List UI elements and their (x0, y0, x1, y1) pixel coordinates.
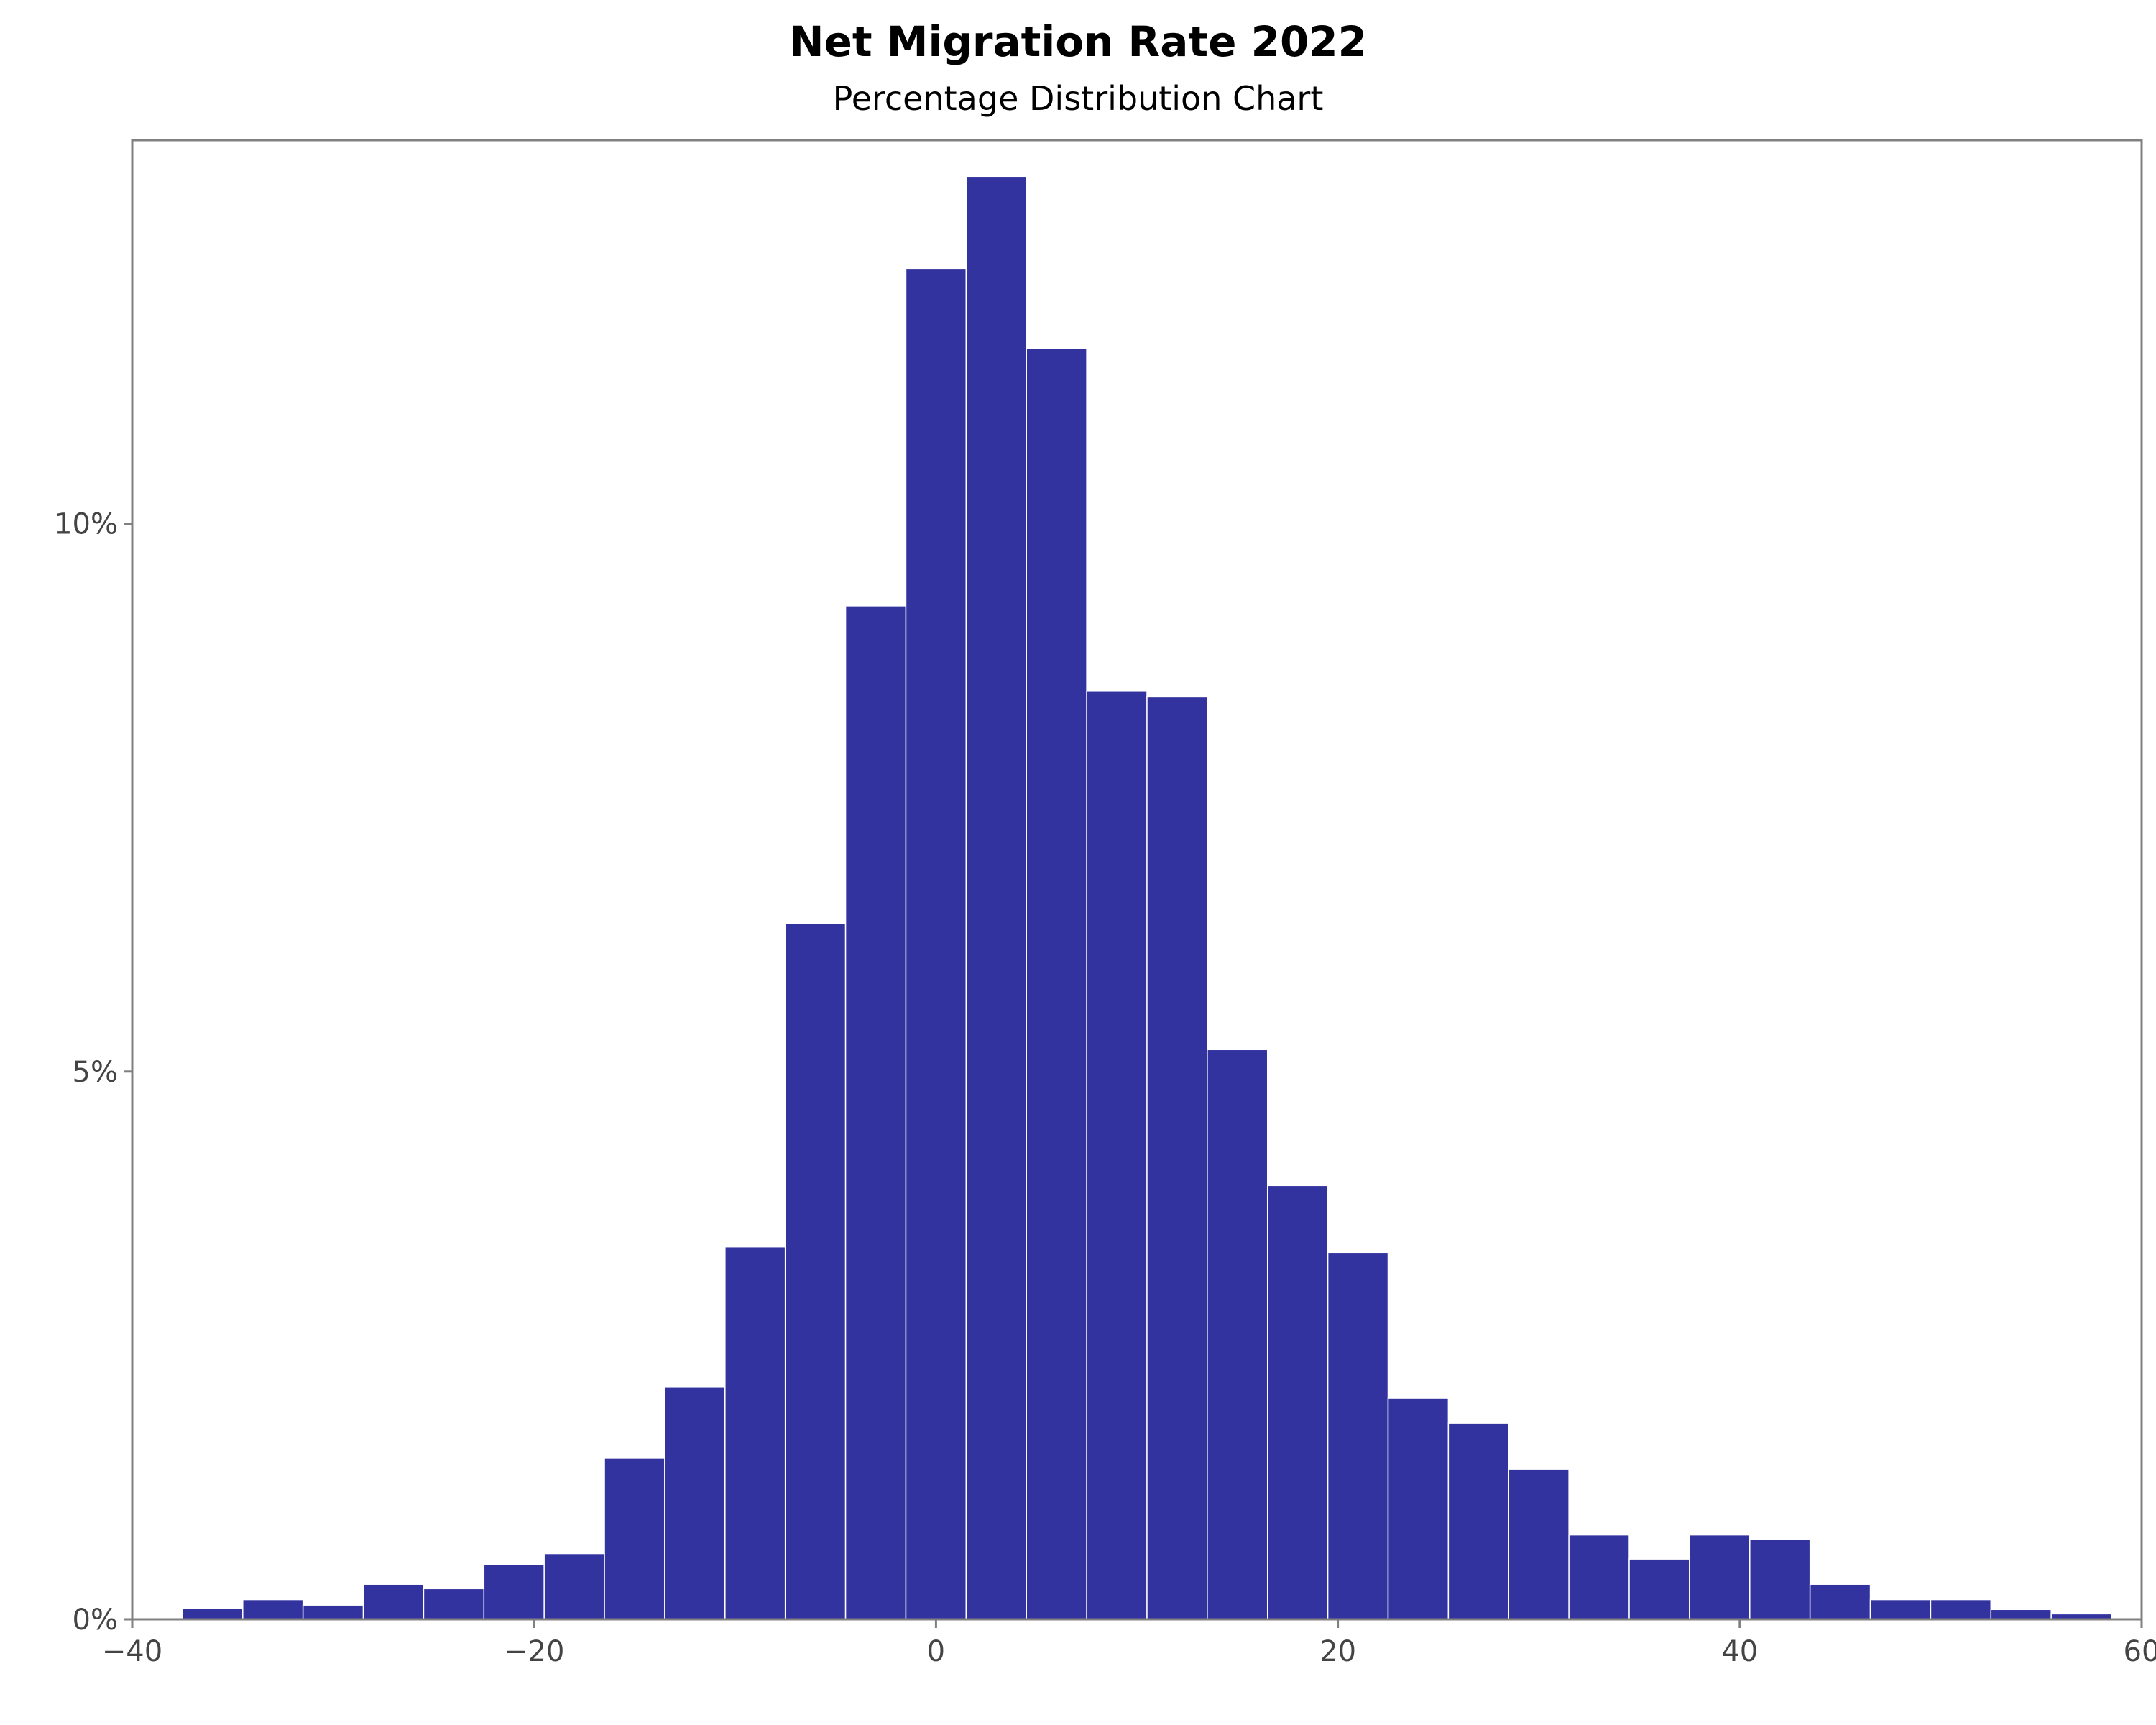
x-tick-label-3: 20 (1319, 1635, 1356, 1668)
histogram-bar-29 (1930, 1598, 1992, 1620)
histogram-bar-25 (1689, 1534, 1751, 1620)
plot-frame (131, 139, 2143, 1621)
histogram-bar-16 (1146, 696, 1208, 1620)
x-axis: −40 −20 0 20 40 60 (102, 1619, 2156, 1668)
y-tick-label-2: 10% (54, 508, 118, 541)
histogram-bar-6 (543, 1552, 605, 1620)
x-tick-label-0: −40 (102, 1635, 162, 1668)
histogram-bar-27 (1809, 1583, 1871, 1620)
x-tick-label-2: 0 (927, 1635, 945, 1668)
chart-subtitle: Percentage Distribution Chart (832, 79, 1324, 118)
histogram-bar-26 (1749, 1538, 1811, 1620)
y-tick-label-1: 5% (73, 1056, 118, 1089)
histogram-bar-12 (905, 267, 967, 1620)
y-tick-label-0: 0% (73, 1604, 118, 1637)
chart-title: Net Migration Rate 2022 (788, 17, 1368, 66)
histogram-bar-21 (1447, 1422, 1510, 1620)
histogram-bar-28 (1869, 1598, 1932, 1620)
histogram-bar-10 (784, 923, 847, 1620)
histogram-bar-20 (1387, 1397, 1450, 1620)
histogram-bar-14 (1026, 347, 1087, 1620)
x-tick-label-5: 60 (2124, 1635, 2156, 1668)
y-axis: 0% 5% 10% (54, 508, 132, 1637)
x-tick-label-4: 40 (1721, 1635, 1758, 1668)
histogram-bar-7 (604, 1458, 665, 1620)
histogram-bar-5 (483, 1564, 545, 1620)
histogram-bar-8 (664, 1386, 726, 1620)
histogram-bar-0 (182, 1608, 244, 1620)
histogram-bar-24 (1628, 1558, 1690, 1620)
histogram-bar-1 (242, 1598, 304, 1620)
histogram-bar-2 (302, 1604, 364, 1620)
histogram-bar-23 (1568, 1534, 1630, 1620)
histogram-bar-3 (362, 1583, 425, 1620)
histogram-bar-11 (844, 605, 907, 1620)
histogram-bar-9 (724, 1246, 786, 1620)
histogram-bar-22 (1508, 1468, 1570, 1620)
histogram-bar-15 (1086, 691, 1148, 1620)
histogram-bar-18 (1266, 1184, 1329, 1620)
histogram-bar-17 (1207, 1049, 1268, 1620)
histogram-bar-19 (1327, 1251, 1389, 1620)
histogram-bar-30 (1990, 1609, 2052, 1620)
histogram-bar-13 (965, 175, 1027, 1620)
bars-layer (182, 175, 2112, 1620)
x-tick-label-1: −20 (504, 1635, 564, 1668)
histogram-bar-4 (423, 1588, 485, 1620)
